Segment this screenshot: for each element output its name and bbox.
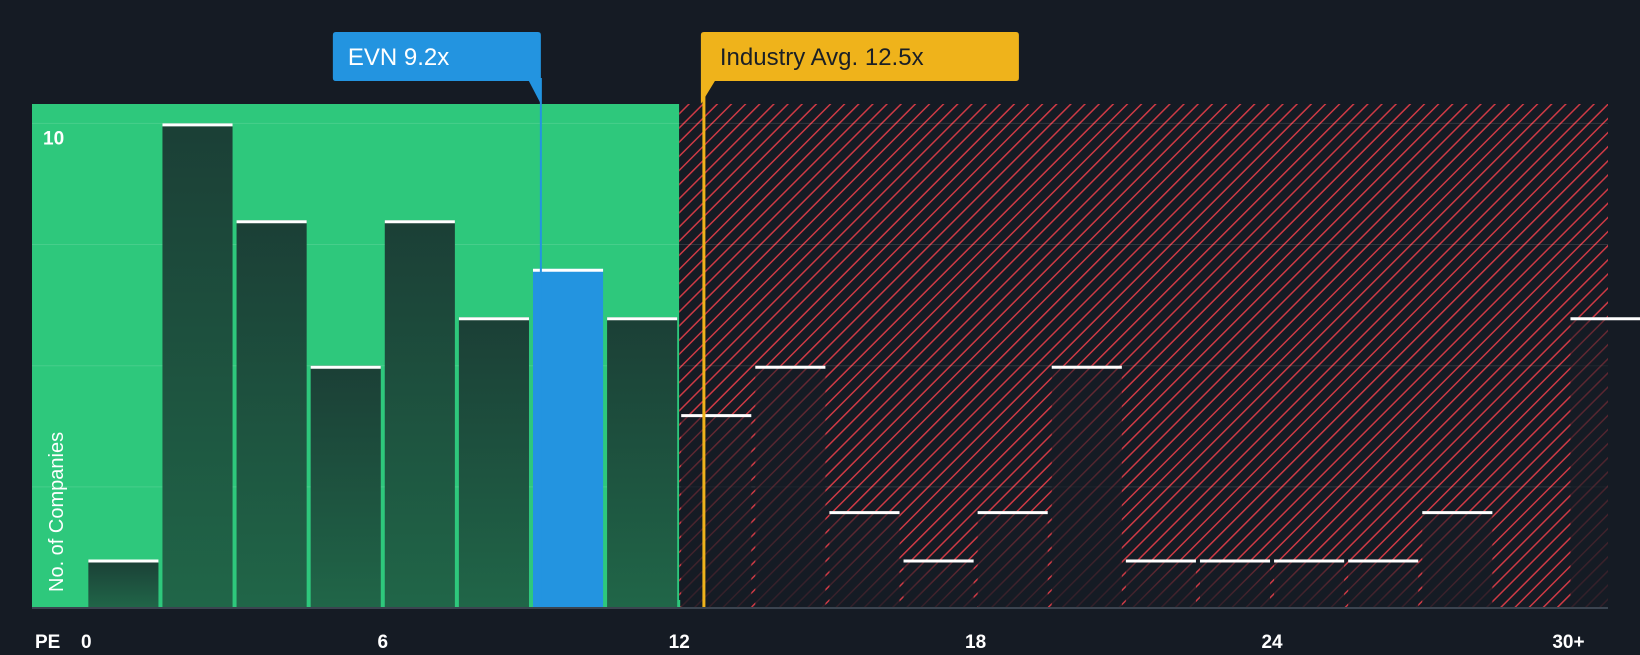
bar-4 <box>384 220 455 609</box>
bar-14 <box>1125 559 1196 608</box>
company-label-box <box>332 32 541 104</box>
x-tick-label-2: 12 <box>669 632 690 650</box>
bar-9 <box>755 365 826 608</box>
bar-18 <box>1422 511 1493 608</box>
bar-17 <box>1348 559 1419 608</box>
bar-13 <box>1051 365 1122 608</box>
bar-5 <box>458 317 529 608</box>
bar-16 <box>1274 559 1345 608</box>
industry-label-flag: Industry Avg. 12.5x <box>700 32 1019 104</box>
x-tick-label-5: 30+ <box>1552 632 1584 650</box>
bar-12 <box>977 511 1048 608</box>
bar-0 <box>88 559 159 608</box>
bar-11 <box>903 559 974 608</box>
x-tick-label-4: 24 <box>1261 632 1283 650</box>
bar-8 <box>681 414 752 608</box>
bar-1 <box>162 123 233 608</box>
bar-6 <box>532 268 604 608</box>
y-tick-label-0: 10 <box>43 128 64 149</box>
bar-10 <box>829 511 900 608</box>
x-tick-label-3: 18 <box>965 632 986 650</box>
bar-2 <box>236 220 307 609</box>
y-axis-ticks: 10 <box>43 128 64 149</box>
company-label-flag: EVN 9.2x <box>332 32 541 104</box>
x-tick-label-1: 6 <box>377 632 388 650</box>
bar-20 <box>1570 317 1640 608</box>
industry-label-text: Industry Avg. 12.5x <box>720 44 924 71</box>
bar-7 <box>607 317 678 608</box>
bar-3 <box>310 365 381 608</box>
histogram-bars <box>88 123 1640 609</box>
y-axis-label: No. of Companies <box>46 432 68 592</box>
industry-label-box <box>700 32 1019 104</box>
x-axis-ticks: 0 6 12 18 24 30+ <box>81 632 1585 653</box>
bar-15 <box>1199 559 1271 608</box>
company-label-text: EVN 9.2x <box>348 44 449 71</box>
x-axis-label: PE <box>35 632 60 650</box>
x-tick-label-0: 0 <box>81 632 92 650</box>
